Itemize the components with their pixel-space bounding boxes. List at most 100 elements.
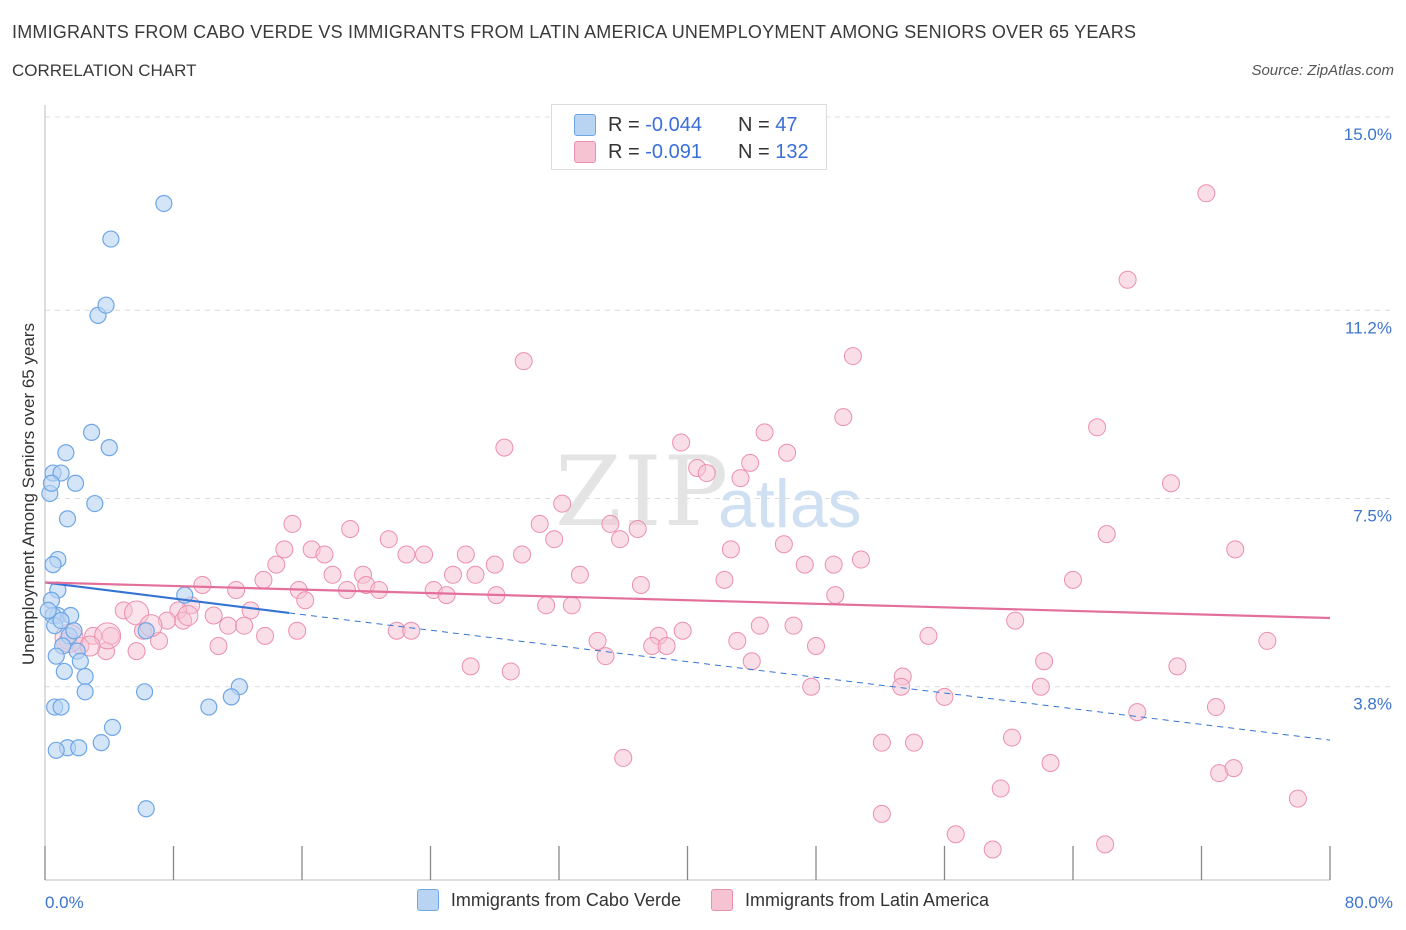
latin-america-point bbox=[991, 779, 1010, 798]
latin-america-point bbox=[872, 804, 891, 823]
cabo-verde-point bbox=[102, 230, 120, 248]
latin-america-point bbox=[254, 570, 273, 589]
latin-america-point bbox=[209, 637, 228, 656]
tick-labels: 3.8% 7.5% 11.2% 15.0% 0.0% 80.0% bbox=[45, 125, 1393, 912]
latin-america-point bbox=[437, 586, 456, 605]
latin-america-point bbox=[235, 616, 254, 635]
latin-america-point bbox=[919, 626, 938, 645]
latin-america-point bbox=[802, 677, 821, 696]
latin-america-point bbox=[628, 520, 647, 539]
y-axis-label: Unemployment Among Seniors over 65 years bbox=[19, 322, 38, 666]
latin-america-point bbox=[402, 621, 421, 640]
latin-america-point bbox=[611, 530, 630, 549]
cabo-verde-point bbox=[44, 556, 62, 574]
latin-america-point bbox=[379, 530, 398, 549]
cabo-verde-point bbox=[52, 611, 70, 630]
cabo-verde-point bbox=[155, 194, 173, 213]
latin-america-point bbox=[1161, 474, 1180, 493]
cabo-verde-point bbox=[65, 622, 83, 640]
y-tick-label: 11.2% bbox=[1345, 318, 1392, 337]
latin-america-point bbox=[1206, 698, 1225, 717]
latin-america-point bbox=[657, 637, 676, 656]
latin-america-point bbox=[501, 662, 520, 681]
latin-america-point bbox=[296, 591, 315, 610]
n-label: N = bbox=[738, 113, 776, 136]
latin-america-point bbox=[461, 657, 480, 676]
latin-america-trend bbox=[44, 581, 1331, 620]
latin-america-point bbox=[1168, 657, 1187, 676]
cabo-verde-point bbox=[82, 423, 101, 441]
latin-america-point bbox=[397, 545, 416, 564]
legend-label-cabo-verde: Immigrants from Cabo Verde bbox=[450, 889, 681, 910]
latin-america-point bbox=[1064, 570, 1082, 589]
cabo-verde-point bbox=[222, 688, 240, 706]
latin-america-point bbox=[824, 555, 843, 574]
latin-america-point bbox=[731, 469, 750, 488]
latin-america-point bbox=[341, 520, 360, 539]
latin-america-point bbox=[97, 642, 116, 661]
watermark: ZIP atlas bbox=[555, 436, 862, 548]
latin-america-point bbox=[174, 611, 193, 630]
latin-america-point bbox=[601, 514, 620, 533]
latin-america-point bbox=[614, 748, 633, 767]
latin-america-point bbox=[1031, 677, 1050, 696]
y-tick-label: 15.0% bbox=[1344, 125, 1392, 144]
cabo-verde-point bbox=[92, 734, 110, 752]
latin-america-point bbox=[267, 555, 286, 574]
latin-america-point bbox=[513, 545, 532, 564]
latin-america-point bbox=[219, 616, 238, 635]
legend-item-cabo-verde[interactable]: Immigrants from Cabo Verde bbox=[416, 889, 681, 911]
latin-america-point bbox=[1097, 525, 1116, 544]
cabo-verde-point bbox=[103, 718, 122, 737]
latin-america-point bbox=[456, 545, 475, 564]
latin-america-point bbox=[784, 616, 803, 635]
latin-america-point bbox=[323, 565, 342, 584]
blue-swatch bbox=[416, 889, 439, 911]
cabo-verde-point bbox=[86, 494, 104, 513]
latin-america-point bbox=[715, 570, 734, 589]
latin-america-point bbox=[697, 464, 716, 483]
latin-america-point bbox=[946, 825, 965, 844]
trend-lines bbox=[44, 581, 1331, 741]
latin-america-point bbox=[631, 575, 650, 594]
legend-row-latin-america: R = -0.091 N = 132 bbox=[574, 139, 809, 165]
cabo-verde-point bbox=[70, 739, 88, 757]
latin-america-point bbox=[1288, 789, 1307, 808]
legend-label-latin-america: Immigrants from Latin America bbox=[745, 889, 990, 910]
latin-america-point bbox=[204, 606, 223, 625]
latin-america-point bbox=[545, 530, 564, 549]
latin-america-point bbox=[1096, 835, 1115, 854]
cabo-verde-point bbox=[137, 622, 155, 640]
latin-america-point bbox=[1002, 728, 1021, 747]
latin-america-point bbox=[774, 535, 793, 554]
correlation-legend: R = -0.044 N = 47 R = -0.091 N = 132 bbox=[551, 104, 827, 170]
latin-america-point bbox=[872, 733, 891, 752]
cabo-verde-points bbox=[39, 194, 248, 818]
r-label: R = bbox=[608, 140, 646, 163]
latin-america-point bbox=[1226, 540, 1245, 559]
latin-america-point bbox=[795, 555, 814, 574]
x-tick-label: 80.0% bbox=[1345, 893, 1393, 912]
latin-america-point bbox=[150, 631, 169, 650]
latin-america-point bbox=[843, 347, 862, 366]
latin-america-point bbox=[596, 647, 615, 666]
latin-america-point bbox=[514, 352, 533, 371]
latin-america-point bbox=[721, 540, 740, 559]
latin-america-point bbox=[778, 443, 797, 462]
legend-item-latin-america[interactable]: Immigrants from Latin America bbox=[711, 889, 989, 911]
series-legend: Immigrants from Cabo Verde Immigrants fr… bbox=[0, 889, 1406, 911]
latin-america-points bbox=[54, 184, 1307, 859]
latin-america-point bbox=[288, 621, 307, 640]
blue-swatch bbox=[574, 114, 596, 136]
latin-america-point bbox=[755, 423, 774, 442]
chart-title: IMMIGRANTS FROM CABO VERDE VS IMMIGRANTS… bbox=[12, 22, 1137, 42]
latin-america-point bbox=[807, 637, 825, 656]
cabo-verde-point bbox=[97, 296, 115, 314]
cabo-verde-point bbox=[58, 510, 77, 528]
legend-row-cabo-verde: R = -0.044 N = 47 bbox=[574, 112, 798, 138]
latin-america-point bbox=[495, 438, 514, 457]
latin-america-point bbox=[443, 565, 462, 584]
latin-america-point bbox=[1118, 270, 1137, 289]
cabo-verde-point bbox=[76, 683, 94, 701]
